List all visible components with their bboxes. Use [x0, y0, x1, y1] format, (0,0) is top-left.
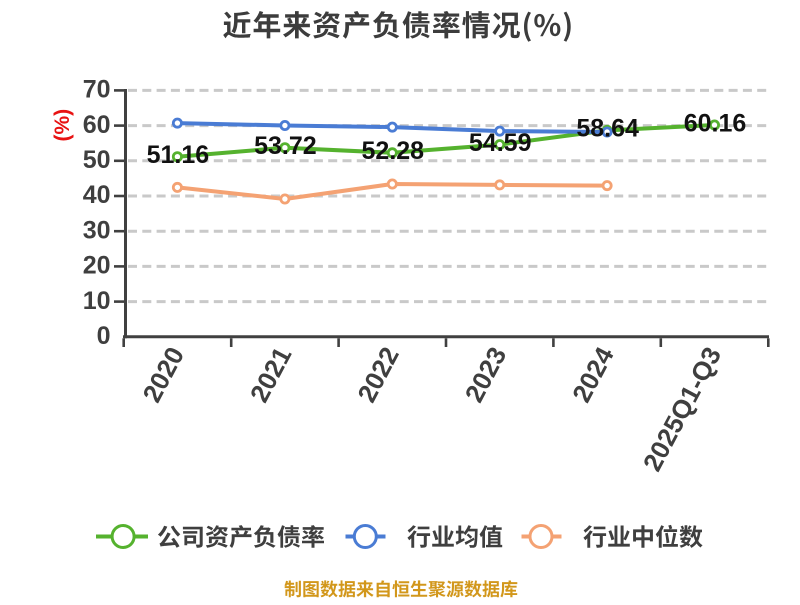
svg-text:(%): (%) [51, 109, 74, 142]
svg-text:40: 40 [83, 181, 111, 209]
svg-text:50: 50 [83, 146, 111, 174]
svg-text:54.59: 54.59 [469, 129, 532, 157]
svg-text:0: 0 [97, 322, 111, 350]
svg-text:53.72: 53.72 [254, 132, 317, 160]
svg-text:60.16: 60.16 [684, 109, 747, 137]
svg-text:30: 30 [83, 216, 111, 244]
svg-text:52.28: 52.28 [362, 137, 425, 165]
svg-text:58.64: 58.64 [576, 115, 639, 143]
svg-text:70: 70 [83, 76, 111, 104]
svg-text:51.16: 51.16 [147, 141, 210, 169]
svg-text:10: 10 [83, 287, 111, 315]
svg-text:60: 60 [83, 111, 111, 139]
svg-text:20: 20 [83, 252, 111, 280]
